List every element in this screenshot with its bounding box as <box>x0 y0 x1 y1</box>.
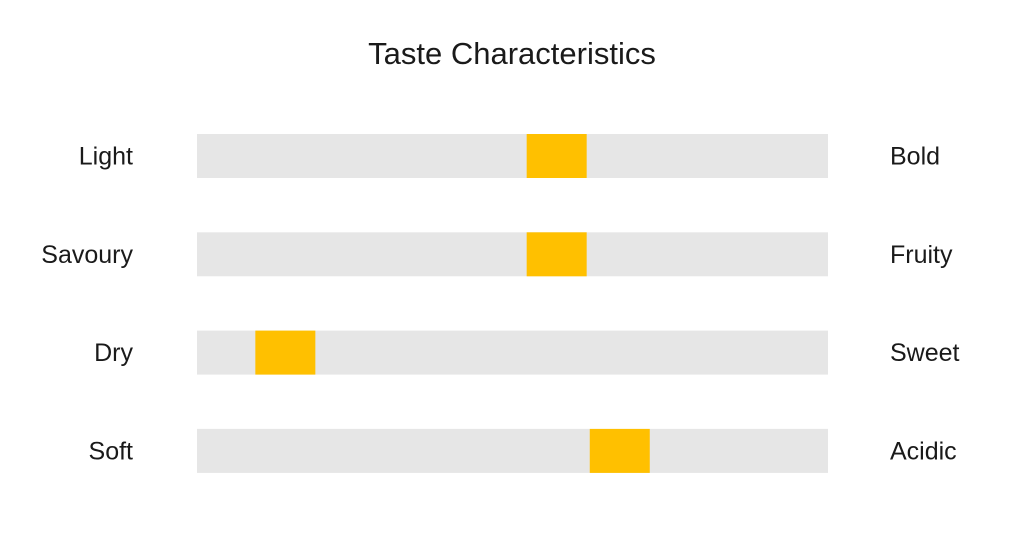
marker <box>526 134 587 178</box>
right-label: Fruity <box>890 241 953 269</box>
marker <box>526 232 587 277</box>
left-label: Soft <box>89 438 134 466</box>
left-label: Light <box>79 143 133 171</box>
track <box>197 232 828 277</box>
right-label: Bold <box>890 143 940 171</box>
marker <box>255 330 316 375</box>
marker <box>589 428 650 473</box>
left-label: Savoury <box>41 241 133 269</box>
track <box>197 134 828 178</box>
right-label: Sweet <box>890 339 960 367</box>
left-label: Dry <box>94 339 133 367</box>
right-label: Acidic <box>890 438 957 466</box>
track <box>197 428 828 473</box>
chart-title: Taste Characteristics <box>368 36 656 71</box>
